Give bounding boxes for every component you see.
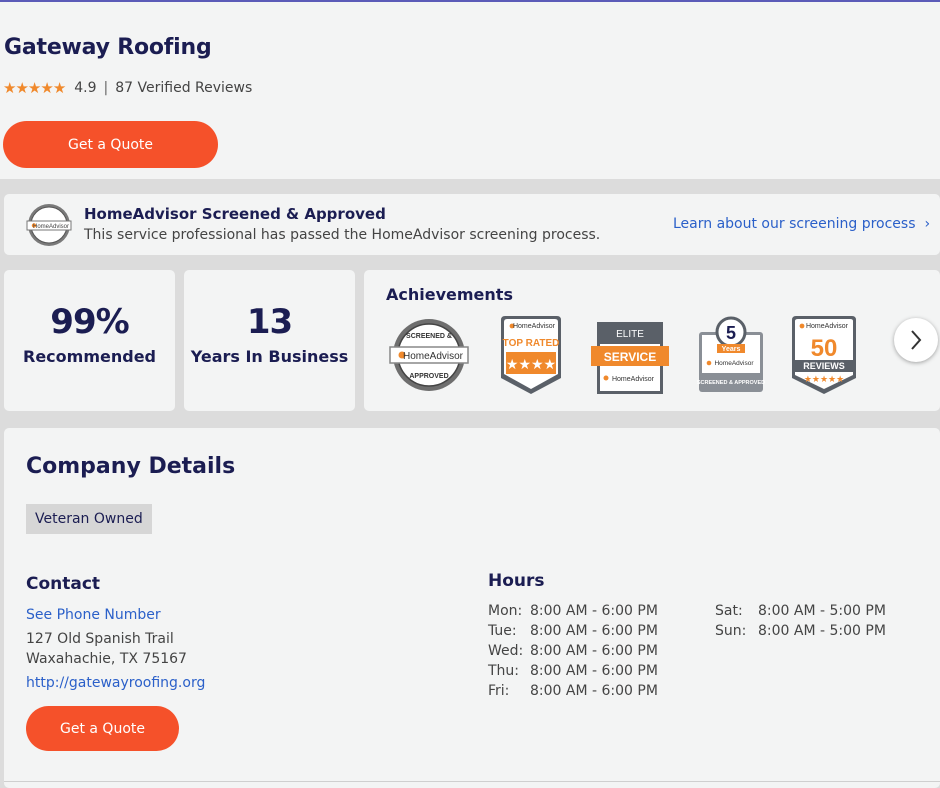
top-rated-achievement-icon: HomeAdvisor TOP RATED ★★★★ bbox=[501, 316, 561, 394]
rating-summary: ★ ★ ★ ★ ★ 4.9 | 87 Verified Reviews bbox=[3, 80, 252, 96]
address-line-2: Waxahachie, TX 75167 bbox=[26, 651, 187, 667]
hours-day: Mon: bbox=[488, 603, 523, 619]
achievements-card: Achievements HomeAdvisor SCREENED & APPR… bbox=[364, 270, 940, 411]
hours-row: Tue: 8:00 AM - 6:00 PM bbox=[488, 623, 658, 639]
stat-value: 13 bbox=[246, 302, 293, 342]
hours-time: 8:00 AM - 6:00 PM bbox=[530, 603, 658, 619]
veteran-owned-tag: Veteran Owned bbox=[26, 504, 152, 534]
company-details-card: Company Details Veteran Owned Contact Se… bbox=[4, 428, 940, 788]
svg-text:Years: Years bbox=[722, 346, 741, 353]
hours-time: 8:00 AM - 6:00 PM bbox=[530, 643, 658, 659]
hours-row: Mon: 8:00 AM - 6:00 PM bbox=[488, 603, 658, 619]
screening-subtitle: This service professional has passed the… bbox=[84, 227, 601, 243]
hours-day: Tue: bbox=[488, 623, 517, 639]
company-details-title: Company Details bbox=[26, 454, 236, 479]
screening-process-link[interactable]: Learn about our screening process › bbox=[673, 216, 930, 232]
svg-text:HomeAdvisor: HomeAdvisor bbox=[403, 351, 464, 362]
hours-day: Wed: bbox=[488, 643, 524, 659]
svg-text:50: 50 bbox=[811, 335, 838, 362]
years-in-business-stat: 13 Years In Business bbox=[184, 270, 355, 411]
svg-text:HomeAdvisor: HomeAdvisor bbox=[513, 323, 556, 330]
stat-label: Recommended bbox=[23, 347, 156, 366]
business-header: Gateway Roofing ★ ★ ★ ★ ★ 4.9 | 87 Verif… bbox=[0, 2, 940, 179]
hours-time: 8:00 AM - 6:00 PM bbox=[530, 683, 658, 699]
hours-row: Wed: 8:00 AM - 6:00 PM bbox=[488, 643, 658, 659]
review-count-link[interactable]: 87 Verified Reviews bbox=[115, 80, 253, 96]
star-icon: ★ bbox=[3, 78, 16, 97]
rating-separator: | bbox=[103, 80, 109, 96]
star-icon: ★ bbox=[40, 78, 53, 97]
svg-text:SERVICE: SERVICE bbox=[604, 350, 656, 364]
achievements-next-button[interactable] bbox=[894, 318, 938, 362]
svg-text:HomeAdvisor: HomeAdvisor bbox=[806, 323, 849, 330]
star-icon: ★ bbox=[15, 78, 28, 97]
five-years-achievement-icon: 5 Years HomeAdvisor SCREENED & APPROVED bbox=[697, 316, 765, 392]
hours-time: 8:00 AM - 5:00 PM bbox=[758, 603, 886, 619]
stat-label: Years In Business bbox=[190, 347, 349, 366]
get-quote-button[interactable]: Get a Quote bbox=[26, 706, 179, 751]
svg-text:APPROVED: APPROVED bbox=[409, 373, 448, 380]
svg-text:REVIEWS: REVIEWS bbox=[803, 361, 845, 371]
hours-time: 8:00 AM - 5:00 PM bbox=[758, 623, 886, 639]
hours-day: Fri: bbox=[488, 683, 510, 699]
svg-text:TOP RATED: TOP RATED bbox=[503, 338, 560, 349]
hours-row: Sat: 8:00 AM - 5:00 PM bbox=[715, 603, 886, 619]
hours-row: Fri: 8:00 AM - 6:00 PM bbox=[488, 683, 658, 699]
address-line-1: 127 Old Spanish Trail bbox=[26, 631, 174, 647]
svg-text:HomeAdvisor: HomeAdvisor bbox=[714, 360, 754, 367]
hours-day: Sun: bbox=[715, 623, 747, 639]
hours-day: Thu: bbox=[488, 663, 520, 679]
hours-time: 8:00 AM - 6:00 PM bbox=[530, 623, 658, 639]
rating-value: 4.9 bbox=[74, 80, 97, 96]
stat-value: 99% bbox=[50, 302, 129, 342]
business-name: Gateway Roofing bbox=[4, 35, 212, 60]
svg-text:SCREENED &: SCREENED & bbox=[406, 333, 452, 340]
svg-text:ELITE: ELITE bbox=[616, 329, 644, 340]
get-quote-button[interactable]: Get a Quote bbox=[3, 121, 218, 168]
svg-text:SCREENED & APPROVED: SCREENED & APPROVED bbox=[697, 380, 765, 386]
star-rating: ★ ★ ★ ★ ★ bbox=[3, 78, 66, 97]
elite-service-achievement-icon: ELITE SERVICE HomeAdvisor bbox=[591, 322, 669, 394]
achievements-title: Achievements bbox=[386, 285, 513, 304]
hours-time: 8:00 AM - 6:00 PM bbox=[530, 663, 658, 679]
recommended-stat: 99% Recommended bbox=[4, 270, 175, 411]
screened-approved-achievement-icon: HomeAdvisor SCREENED & APPROVED bbox=[389, 319, 469, 391]
hours-heading: Hours bbox=[488, 571, 545, 591]
screening-banner: HomeAdvisor HomeAdvisor Screened & Appro… bbox=[4, 194, 940, 255]
svg-text:5: 5 bbox=[726, 323, 736, 343]
hours-row: Sun: 8:00 AM - 5:00 PM bbox=[715, 623, 886, 639]
see-phone-number-link[interactable]: See Phone Number bbox=[26, 607, 161, 623]
svg-text:★★★★: ★★★★ bbox=[506, 357, 556, 373]
chevron-right-icon bbox=[911, 330, 922, 350]
hours-row: Thu: 8:00 AM - 6:00 PM bbox=[488, 663, 658, 679]
hours-day: Sat: bbox=[715, 603, 743, 619]
screening-link-label: Learn about our screening process bbox=[673, 216, 916, 232]
chevron-right-icon: › bbox=[924, 216, 931, 232]
website-link[interactable]: http://gatewayroofing.org bbox=[26, 675, 206, 691]
fifty-reviews-achievement-icon: HomeAdvisor 50 REVIEWS ★★★★★ bbox=[792, 316, 856, 394]
star-icon: ★ bbox=[27, 78, 41, 97]
svg-text:HomeAdvisor: HomeAdvisor bbox=[33, 224, 69, 230]
star-icon: ★ bbox=[52, 78, 66, 97]
contact-heading: Contact bbox=[26, 574, 101, 594]
divider bbox=[4, 781, 940, 782]
screened-approved-badge-icon: HomeAdvisor bbox=[26, 204, 72, 246]
svg-text:HomeAdvisor: HomeAdvisor bbox=[612, 376, 655, 383]
top-accent-line bbox=[0, 0, 940, 2]
svg-text:★★★★★: ★★★★★ bbox=[804, 375, 844, 385]
screening-title: HomeAdvisor Screened & Approved bbox=[84, 205, 386, 223]
